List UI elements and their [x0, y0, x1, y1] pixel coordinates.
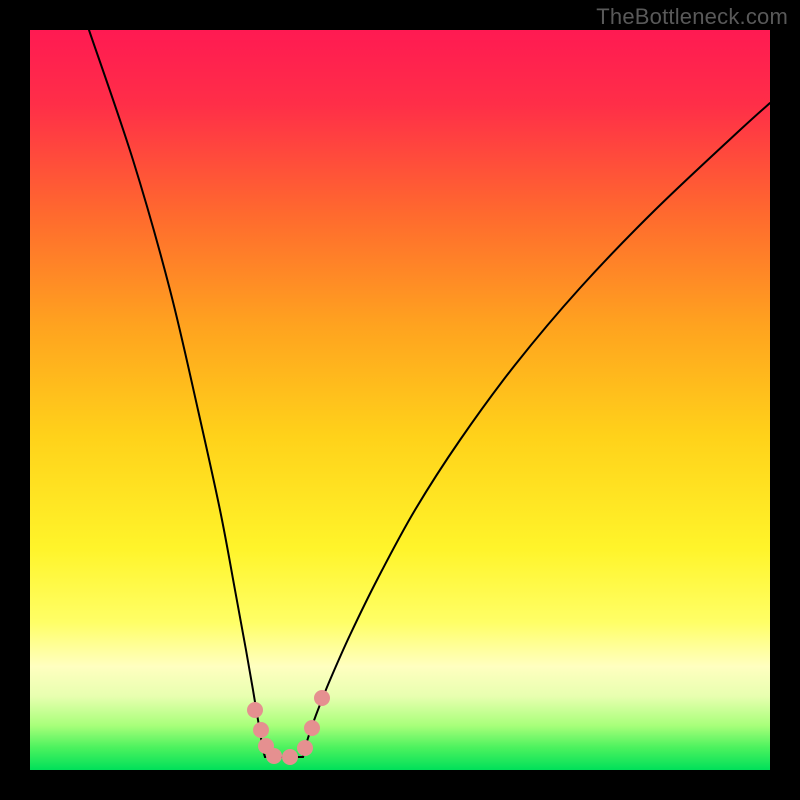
marker-dot [247, 702, 263, 718]
left-curve [89, 30, 265, 757]
right-curve [303, 103, 770, 757]
marker-dot [297, 740, 313, 756]
marker-dot [282, 749, 298, 765]
marker-dot [266, 748, 282, 764]
plot-area [30, 30, 770, 770]
curves-svg [30, 30, 770, 770]
watermark-text: TheBottleneck.com [596, 4, 788, 30]
marker-dot [314, 690, 330, 706]
marker-dot [304, 720, 320, 736]
marker-dot [253, 722, 269, 738]
